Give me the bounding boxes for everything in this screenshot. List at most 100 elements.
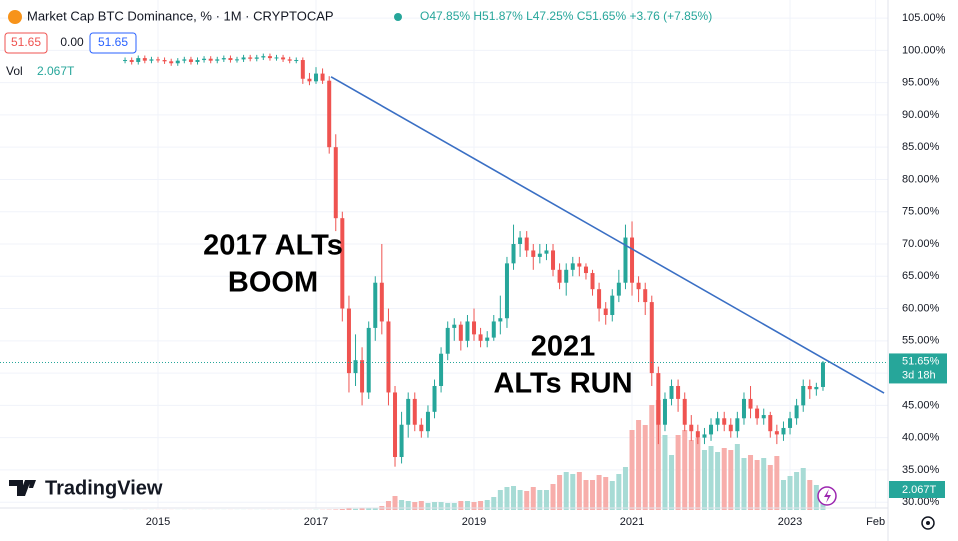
volume-bar [761,458,767,510]
candle-body [630,237,635,283]
candle-body [399,424,404,458]
volume-bar [596,475,602,510]
y-tick-label: 75.00% [902,206,940,218]
candle-body [221,58,226,60]
candle-body [643,289,648,303]
candle-body [794,405,799,419]
candle-body [603,308,608,315]
volume-bar [418,501,424,510]
candle-body [610,295,615,315]
volume-bar [405,501,411,510]
y-tick-label: 70.00% [902,238,940,250]
volume-bar [754,460,760,510]
volume-bar [642,425,648,510]
status-dot [394,13,402,21]
price-box[interactable] [4,32,48,54]
candle-body [327,80,332,148]
candle-body [406,398,411,425]
y-tick-label: 40.00% [902,432,940,444]
volume-bar [530,487,536,510]
volume-bar [478,501,484,510]
volume-bar [636,420,642,510]
candle-body [485,337,490,341]
candle-body [551,250,556,270]
candle-body [702,434,707,438]
vol-value: 2.067T [37,64,75,78]
candle-body [774,431,779,435]
candle-body [820,362,825,387]
candle-body [156,59,161,61]
candle-body [425,411,430,432]
volume-bar [767,465,773,510]
volume-layer [122,400,826,510]
annotation: ALTs RUN [493,368,632,400]
candle-body [544,250,549,254]
volume-bar [524,491,530,510]
candle-body [709,424,714,435]
candle-body [761,415,766,419]
price-label: 51.65% [902,355,940,367]
candle-body [564,269,569,283]
volume-bar [629,430,635,510]
volume-bar [471,502,477,510]
volume-bar [497,490,503,510]
volume-bar [780,480,786,510]
candle-body [498,318,503,322]
volume-bar [491,497,497,510]
candle-body [768,415,773,432]
candle-body [649,302,654,374]
logo-mark [9,480,36,496]
price-box-text: 51.65 [98,35,128,49]
candle-body [340,218,345,309]
candle-body [537,253,542,257]
x-tick-label: 2019 [462,516,486,528]
volume-bar [813,485,819,510]
settings-button[interactable] [921,516,935,530]
candle-body [149,59,154,61]
candle-body [590,273,595,290]
y-tick-label: 105.00% [902,12,946,24]
candle-body [531,250,536,257]
candle-body [518,237,523,244]
price-box[interactable] [89,32,137,54]
candle-body [465,321,470,341]
volume-bar [451,503,457,510]
volume-bar [695,438,701,510]
vol-label: Vol [6,64,23,78]
candle-body [636,282,641,290]
volume-bar [366,508,372,510]
volume-bar [359,508,365,510]
overlay-layer [0,76,888,394]
volume-bar [458,501,464,510]
candle-body [123,60,128,62]
grid [0,0,888,508]
candle-body [360,360,365,393]
candle-body [755,408,760,419]
y-tick-label: 45.00% [902,399,940,411]
volume-bar [649,405,655,510]
volume-bar [622,467,628,510]
candle-body [458,324,463,341]
price-box-text: 51.65 [11,35,41,49]
candle-body [333,147,338,219]
brand-logo: TradingView [9,477,163,499]
volume-bar [715,452,721,510]
candle-body [491,321,496,338]
candle-body [557,269,562,283]
candle-body [320,73,325,81]
volume-bar [537,490,543,510]
volume-bar [557,475,563,510]
y-tick-label: 65.00% [902,270,940,282]
candle-body [215,59,220,61]
candle-body [722,418,727,425]
volume-bar [669,455,675,510]
candle-body [307,78,312,82]
volume-bar [583,480,589,510]
price-label-box [889,353,947,384]
candle-body [142,58,147,61]
volume-bar [432,502,438,510]
candle-body [452,324,457,328]
volume-bar [794,472,800,510]
volume-bar [682,430,688,510]
candle-body [807,386,812,390]
